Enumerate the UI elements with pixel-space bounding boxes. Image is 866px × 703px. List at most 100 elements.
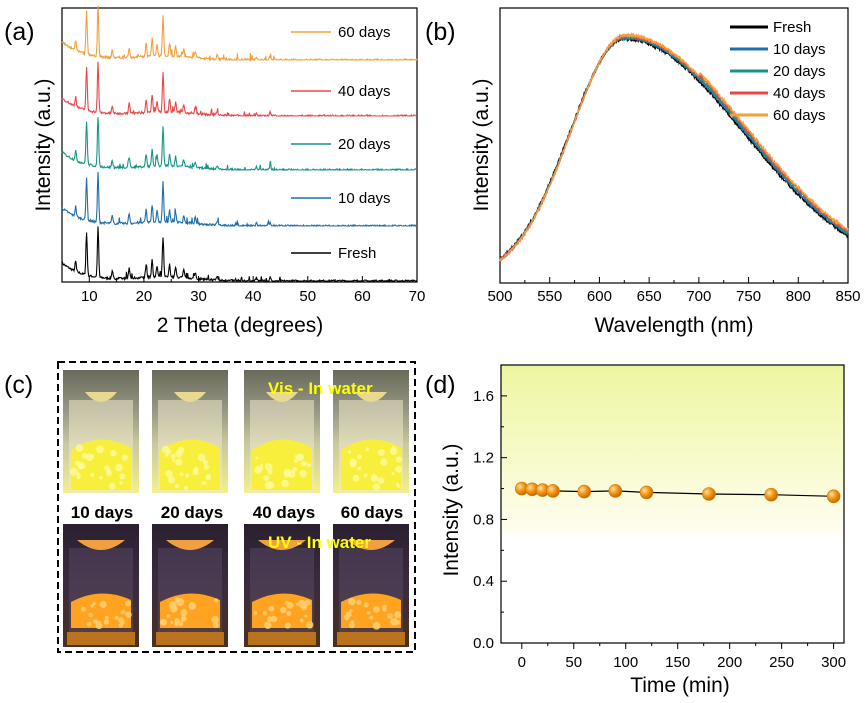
xrd-x-tick-label: 40 (245, 288, 262, 305)
photo-frame (57, 361, 416, 653)
pl-x-tick-label: 850 (835, 288, 860, 305)
pl-legend-label: 10 days (773, 41, 826, 58)
pl-curves (499, 32, 849, 262)
xrd-plot-frame (61, 7, 418, 283)
vial-photos (63, 370, 409, 647)
stability-x-tick-label: 150 (665, 654, 690, 671)
pl-x-tick-label: 650 (637, 288, 662, 305)
xrd-x-tick-label: 20 (136, 288, 153, 305)
xrd-series-line (61, 171, 418, 228)
pl-legend-label: Fresh (773, 19, 811, 36)
pl-y-axis-label: Intensity (a.u.) (470, 78, 493, 211)
stability-x-ticks: 0 50 100 150 200 250 300 (518, 643, 846, 671)
xrd-x-ticks: 10 20 30 40 50 60 70 (61, 276, 426, 305)
pl-x-tick-label: 550 (537, 288, 562, 305)
stability-point (546, 484, 560, 498)
stability-y-tick-label: 1.2 (473, 450, 494, 467)
pl-x-tick-label: 500 (487, 288, 512, 305)
panel-label-a: (a) (4, 18, 35, 46)
pl-legend-label: 60 days (773, 107, 826, 124)
xrd-x-tick-label: 30 (190, 288, 207, 305)
pl-x-tick-label: 700 (686, 288, 711, 305)
vis-label: Vis - In water (268, 379, 373, 398)
panel-label-d: (d) (425, 371, 456, 399)
pl-legend-entry: 20 days (730, 63, 826, 80)
stability-point (702, 487, 716, 501)
xrd-legend-label: 20 days (338, 136, 391, 153)
uv-vial-photo (333, 524, 409, 647)
stability-x-tick-label: 50 (565, 654, 582, 671)
xrd-legend: Fresh 10 days 20 days 40 days 60 days (291, 24, 391, 262)
stability-point (764, 487, 779, 502)
xrd-series-line (61, 5, 418, 62)
pl-legend-entry: 40 days (730, 85, 826, 102)
stability-y-tick-label: 0.4 (473, 573, 494, 590)
pl-legend: Fresh 10 days 20 days 40 days 60 days (730, 19, 826, 124)
day-label-20: 20 days (161, 503, 223, 522)
stability-plot-frame (500, 364, 845, 644)
stability-y-tick-label: 0.8 (473, 511, 494, 528)
stability-x-tick-label: 300 (821, 654, 846, 671)
day-label-40: 40 days (253, 503, 315, 522)
pl-legend-entry: 60 days (730, 107, 826, 124)
stability-y-tick-label: 0.0 (473, 635, 494, 652)
xrd-x-tick-label: 60 (354, 288, 371, 305)
xrd-curves (61, 5, 418, 283)
pl-chart: Fresh 10 days 20 days 40 days 60 days 500 550… (470, 7, 861, 337)
stability-chart: 0.0 0.4 0.8 1.2 1.6 0 50 100 150 200 250 300 Time … (440, 364, 846, 697)
pl-legend-entry: Fresh (730, 19, 811, 36)
xrd-x-tick-label: 50 (299, 288, 316, 305)
uv-vial-photo (63, 524, 139, 647)
xrd-legend-entry: 20 days (291, 136, 391, 153)
xrd-x-axis-label: 2 Theta (degrees) (157, 314, 324, 337)
stability-x-tick-label: 100 (613, 654, 638, 671)
xrd-series-line (61, 226, 418, 283)
pl-series-line (499, 32, 849, 262)
xrd-legend-entry: Fresh (291, 245, 376, 262)
vis-vial-photo (333, 370, 409, 493)
xrd-legend-label: 40 days (338, 83, 391, 100)
pl-legend-label: 20 days (773, 63, 826, 80)
vis-vial-photo (244, 370, 320, 493)
xrd-legend-label: 10 days (338, 190, 391, 207)
stability-point (639, 485, 654, 500)
stability-x-tick-label: 200 (717, 654, 742, 671)
xrd-series-line (61, 61, 417, 118)
xrd-series-line (61, 117, 418, 172)
pl-legend-label: 40 days (773, 85, 826, 102)
stability-y-tick-label: 1.6 (473, 388, 494, 405)
pl-x-tick-label: 800 (786, 288, 811, 305)
stability-plot-background (501, 365, 844, 643)
xrd-y-axis-label: Intensity (a.u.) (32, 78, 55, 211)
stability-x-axis-label: Time (min) (630, 674, 730, 697)
stability-y-ticks: 0.0 0.4 0.8 1.2 1.6 (473, 364, 507, 652)
stability-x-tick-label: 0 (518, 654, 526, 671)
stability-point (608, 484, 623, 498)
xrd-legend-label: 60 days (338, 24, 391, 41)
day-label-10: 10 days (71, 503, 133, 522)
stability-y-axis-label: Intensity (a.u.) (440, 443, 463, 576)
xrd-legend-entry: 60 days (291, 24, 391, 41)
pl-x-tick-label: 600 (587, 288, 612, 305)
uv-vial-photo (244, 524, 320, 647)
photo-panel: Vis - In water UV - In water 10 days 20 … (57, 361, 416, 653)
vis-vial-photo (63, 370, 139, 493)
xrd-chart: Fresh 10 days 20 days 40 days 60 days 10 20 30… (32, 5, 426, 337)
xrd-legend-entry: 40 days (291, 83, 391, 100)
stability-point (577, 484, 592, 499)
vis-vial-photo (152, 370, 228, 493)
stability-point (826, 489, 841, 504)
xrd-x-tick-label: 70 (409, 288, 426, 305)
day-label-60: 60 days (341, 503, 403, 522)
stability-series (514, 481, 841, 504)
uv-label: UV - In water (268, 533, 371, 552)
pl-x-axis-label: Wavelength (nm) (594, 314, 753, 337)
panel-label-c: (c) (4, 371, 33, 399)
pl-x-ticks: 500 550 600 650 700 750 800 850 (487, 277, 861, 305)
xrd-x-tick-label: 10 (81, 288, 98, 305)
pl-x-tick-label: 750 (736, 288, 761, 305)
panel-label-b: (b) (425, 18, 456, 46)
uv-vial-photo (152, 524, 228, 647)
pl-legend-entry: 10 days (730, 41, 826, 58)
